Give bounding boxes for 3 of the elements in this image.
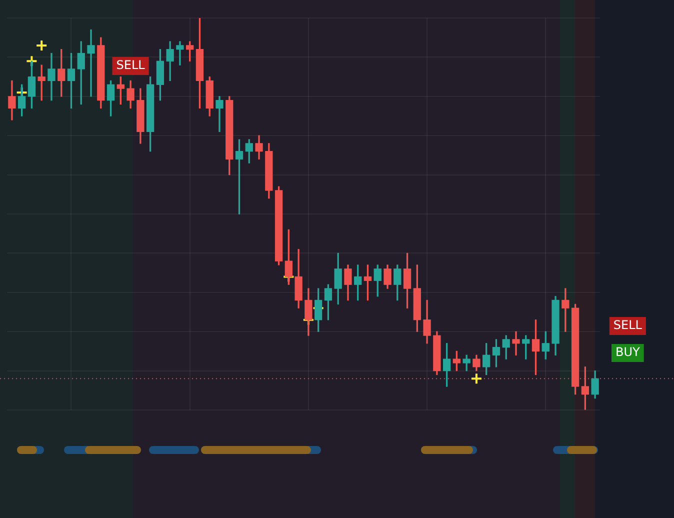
text: BUY — [615, 345, 641, 360]
annotation: SELL — [116, 58, 146, 72]
text: SELL — [613, 318, 642, 332]
